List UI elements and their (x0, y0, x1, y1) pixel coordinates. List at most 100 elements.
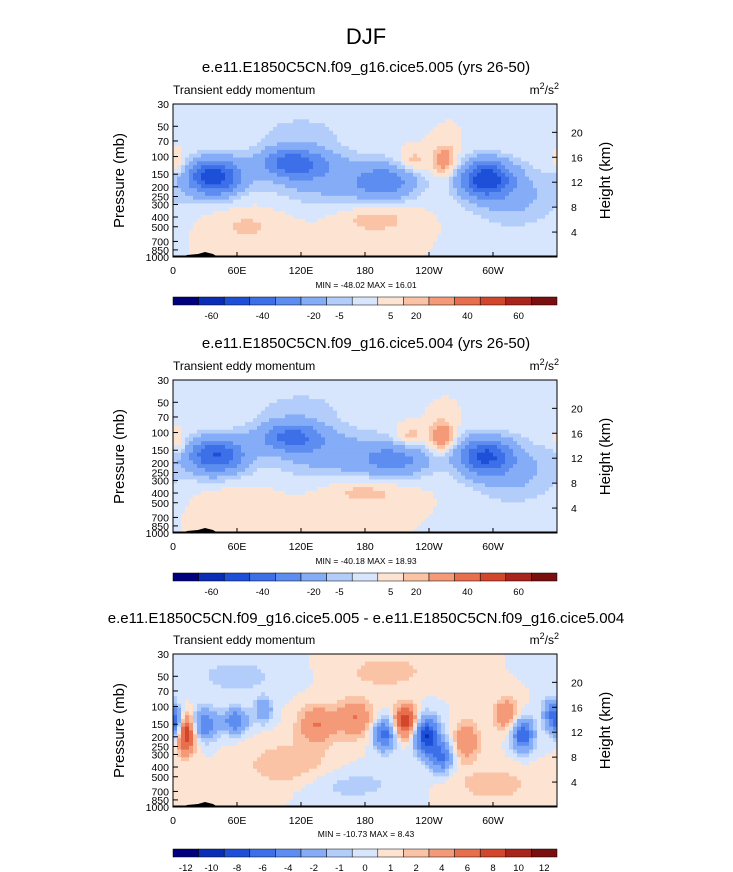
field-cell (313, 402, 318, 408)
field-cell (353, 395, 358, 400)
field-cell (437, 207, 442, 212)
field-cell (281, 391, 286, 396)
field-cell (229, 230, 234, 235)
field-cell (241, 410, 246, 416)
field-cell (505, 153, 510, 159)
field-cell (517, 399, 522, 404)
field-cell (405, 123, 410, 128)
field-cell (317, 199, 322, 205)
field-cell (433, 241, 438, 247)
field-cell (485, 126, 490, 132)
field-cell (489, 172, 494, 178)
field-cell (369, 149, 374, 155)
field-cell (461, 383, 466, 389)
field-cell (217, 115, 222, 120)
field-cell (517, 149, 522, 155)
field-cell (529, 111, 534, 117)
field-cell (517, 234, 522, 239)
field-cell (497, 142, 502, 147)
field-cell (385, 115, 390, 120)
field-cell (289, 157, 294, 162)
field-cell (501, 237, 506, 243)
field-cell (213, 188, 218, 193)
field-cell (477, 142, 482, 147)
field-cell (369, 245, 374, 250)
field-cell (217, 165, 222, 170)
field-cell (301, 123, 306, 128)
field-cell (225, 119, 230, 124)
field-cell (205, 203, 210, 208)
field-cell (509, 410, 514, 416)
field-cell (333, 218, 338, 224)
field-cell (337, 104, 342, 109)
field-cell (365, 138, 370, 143)
field-cell (365, 214, 370, 220)
field-cell (429, 249, 434, 254)
field-cell (497, 104, 502, 109)
field-cell (393, 218, 398, 224)
field-cell (181, 123, 186, 128)
field-cell (269, 245, 274, 250)
field-cell (185, 172, 190, 178)
field-cell (541, 161, 546, 166)
field-cell (437, 138, 442, 143)
field-cell (477, 184, 482, 189)
field-cell (269, 134, 274, 140)
field-cell (213, 422, 218, 427)
field-cell (489, 226, 494, 231)
field-cell (189, 422, 194, 427)
field-cell (201, 387, 206, 393)
field-cell (553, 395, 557, 400)
field-cell (441, 191, 446, 197)
field-cell (309, 402, 314, 408)
field-cell (509, 387, 514, 393)
field-cell (533, 119, 538, 124)
field-cell (353, 199, 358, 205)
field-cell (177, 184, 182, 189)
field-cell (197, 207, 202, 212)
field-cell (469, 142, 474, 147)
field-cell (305, 126, 310, 132)
field-cell (497, 176, 502, 182)
field-cell (521, 395, 526, 400)
field-cell (425, 395, 430, 400)
field-cell (417, 203, 422, 208)
field-cell (325, 207, 330, 212)
field-cell (461, 241, 466, 247)
field-cell (521, 123, 526, 128)
field-cell (213, 123, 218, 128)
field-cell (197, 115, 202, 120)
field-cell (249, 153, 254, 159)
field-cell (505, 249, 510, 254)
field-cell (417, 119, 422, 124)
field-cell (205, 199, 210, 205)
field-cell (489, 395, 494, 400)
field-cell (345, 380, 350, 385)
field-cell (269, 218, 274, 224)
field-cell (289, 414, 294, 419)
field-cell (225, 203, 230, 208)
field-cell (329, 115, 334, 120)
field-cell (521, 241, 526, 247)
field-cell (357, 249, 362, 254)
field-cell (237, 380, 242, 385)
field-cell (273, 241, 278, 247)
field-cell (301, 226, 306, 231)
field-cell (441, 226, 446, 231)
field-cell (405, 203, 410, 208)
field-cell (493, 253, 498, 257)
field-cell (397, 104, 402, 109)
field-cell (409, 395, 414, 400)
field-cell (545, 380, 550, 385)
field-cell (185, 207, 190, 212)
field-cell (249, 402, 254, 408)
field-cell (293, 111, 298, 117)
field-cell (429, 380, 434, 385)
field-cell (437, 180, 442, 185)
field-cell (241, 153, 246, 159)
field-cell (365, 245, 370, 250)
field-cell (325, 383, 330, 389)
field-cell (313, 387, 318, 393)
field-cell (185, 222, 190, 227)
field-cell (285, 107, 290, 113)
